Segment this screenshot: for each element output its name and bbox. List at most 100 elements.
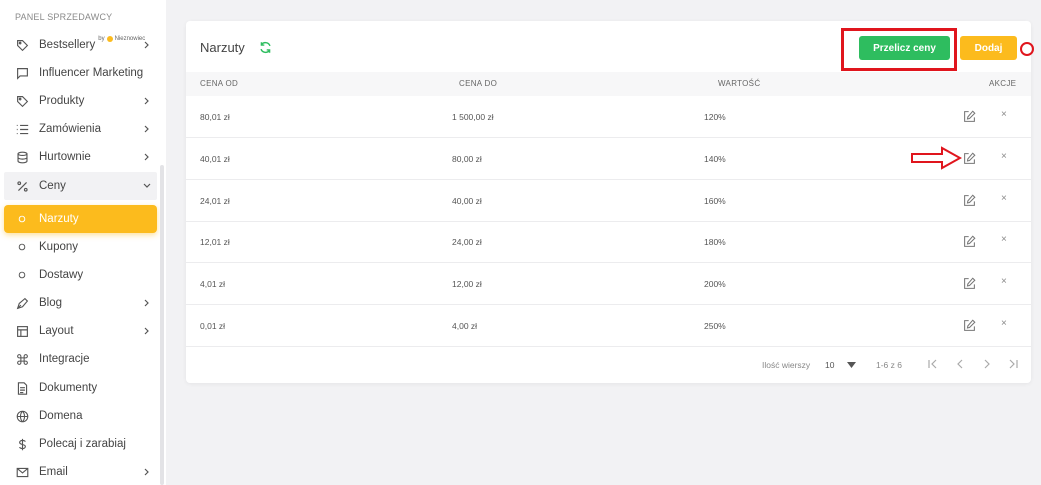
page-title: Narzuty	[200, 40, 245, 55]
column-header-price-to[interactable]: CENA DO	[459, 79, 498, 88]
price-from-cell: 40,01 zł	[200, 154, 230, 164]
sidebar: PANEL SPRZEDAWCY Bestsellery by Nieznowie…	[0, 0, 166, 485]
sidebar-item-hurtownie[interactable]: Hurtownie	[4, 143, 157, 171]
refresh-icon[interactable]	[259, 41, 272, 54]
sidebar-scrollbar[interactable]	[160, 165, 164, 485]
delete-icon[interactable]: ×	[1001, 151, 1007, 162]
sidebar-item-label: Domena	[39, 410, 83, 422]
value-cell: 200%	[704, 279, 726, 289]
circle-icon	[15, 240, 29, 254]
table-row: 24,01 zł 40,00 zł 160% ×	[186, 180, 1031, 222]
edit-icon[interactable]	[963, 319, 976, 332]
sidebar-item-label: Polecaj i zarabiaj	[39, 438, 126, 450]
list-icon	[15, 122, 29, 136]
value-cell: 180%	[704, 237, 726, 247]
edit-icon[interactable]	[963, 277, 976, 290]
price-from-cell: 80,01 zł	[200, 112, 230, 122]
sidebar-item-bestsellery[interactable]: Bestsellery by Nieznowiec	[4, 31, 157, 59]
sidebar-item-integracje[interactable]: Integracje	[4, 345, 157, 373]
sidebar-item-polecaj-i-zarabiaj[interactable]: Polecaj i zarabiaj	[4, 430, 157, 458]
edit-icon[interactable]	[963, 110, 976, 123]
next-page-icon[interactable]	[981, 358, 993, 370]
column-header-actions: AKCJE	[989, 79, 1017, 88]
value-cell: 250%	[704, 321, 726, 331]
sidebar-item-label: Bestsellery	[39, 39, 96, 51]
annotation-arrow-icon	[911, 146, 962, 170]
value-cell: 140%	[704, 154, 726, 164]
add-button[interactable]: Dodaj	[960, 36, 1017, 60]
table-header: CENA OD CENA DO WARTOŚĆ AKCJE	[186, 72, 1031, 96]
sidebar-item-label: Dokumenty	[39, 382, 98, 394]
price-to-cell: 80,00 zł	[452, 154, 482, 164]
chevron-right-icon	[144, 97, 149, 105]
sidebar-item-narzuty[interactable]: Narzuty	[4, 205, 157, 233]
edit-icon[interactable]	[963, 194, 976, 207]
price-to-cell: 1 500,00 zł	[452, 112, 494, 122]
value-cell: 120%	[704, 112, 726, 122]
sidebar-item-email[interactable]: Email	[4, 458, 157, 485]
sidebar-item-label: Zamówienia	[39, 123, 101, 135]
delete-icon[interactable]: ×	[1001, 109, 1007, 120]
price-to-cell: 24,00 zł	[452, 237, 482, 247]
delete-icon[interactable]: ×	[1001, 276, 1007, 287]
circle-icon	[15, 212, 29, 226]
markups-card: Narzuty Przelicz ceny Dodaj CENA OD CENA…	[186, 21, 1034, 383]
sidebar-item-label: Dostawy	[39, 269, 84, 281]
sidebar-item-label: Influencer Marketing	[39, 67, 144, 79]
price-from-cell: 24,01 zł	[200, 196, 230, 206]
sidebar-item-label: Hurtownie	[39, 151, 91, 163]
price-to-cell: 40,00 zł	[452, 196, 482, 206]
rows-per-page-select[interactable]: 10	[825, 360, 835, 370]
chevron-down-icon	[143, 183, 151, 188]
delete-icon[interactable]: ×	[1001, 234, 1007, 245]
dollar-icon	[15, 437, 29, 451]
sidebar-item-dokumenty[interactable]: Dokumenty	[4, 374, 157, 402]
circle-icon	[15, 268, 29, 282]
sidebar-item-label: Narzuty	[39, 213, 79, 225]
delete-icon[interactable]: ×	[1001, 193, 1007, 204]
sidebar-item-zamowienia[interactable]: Zamówienia	[4, 115, 157, 143]
sidebar-item-layout[interactable]: Layout	[4, 317, 157, 345]
edit-icon[interactable]	[963, 235, 976, 248]
sidebar-item-domena[interactable]: Domena	[4, 402, 157, 430]
sidebar-item-influencer-marketing[interactable]: Influencer Marketing	[4, 59, 157, 87]
globe-icon	[15, 409, 29, 423]
table-row: 4,01 zł 12,00 zł 200% ×	[186, 263, 1031, 305]
edit-icon[interactable]	[963, 152, 976, 165]
highlight-box	[841, 28, 957, 71]
sidebar-item-label: Email	[39, 466, 68, 478]
table-row: 12,01 zł 24,00 zł 180% ×	[186, 221, 1031, 263]
column-header-value[interactable]: WARTOŚĆ	[718, 79, 761, 88]
recalculate-prices-button[interactable]: Przelicz ceny	[859, 36, 950, 60]
previous-page-icon[interactable]	[954, 358, 966, 370]
price-from-cell: 12,01 zł	[200, 237, 230, 247]
mail-icon	[15, 465, 29, 479]
page-range: 1-6 z 6	[876, 360, 902, 370]
sidebar-item-label: Ceny	[39, 180, 66, 192]
sidebar-item-ceny[interactable]: Ceny	[4, 172, 157, 200]
sidebar-item-label: Blog	[39, 297, 63, 309]
delete-icon[interactable]: ×	[1001, 318, 1007, 329]
sidebar-item-dostawy[interactable]: Dostawy	[4, 261, 157, 289]
bestseller-by-brand: by Nieznowiec	[98, 36, 146, 42]
price-from-cell: 0,01 zł	[200, 321, 226, 331]
chevron-right-icon	[144, 125, 149, 133]
value-cell: 160%	[704, 196, 726, 206]
column-header-price-from[interactable]: CENA OD	[200, 79, 239, 88]
command-icon	[15, 352, 29, 366]
chat-icon	[15, 66, 29, 80]
sidebar-item-produkty[interactable]: Produkty	[4, 87, 157, 115]
price-to-cell: 12,00 zł	[452, 279, 482, 289]
chevron-right-icon	[144, 468, 149, 476]
sidebar-item-blog[interactable]: Blog	[4, 289, 157, 317]
sidebar-item-kupony[interactable]: Kupony	[4, 233, 157, 261]
table-row: 40,01 zł 80,00 zł 140% ×	[186, 138, 1031, 180]
price-from-cell: 4,01 zł	[200, 279, 226, 289]
last-page-icon[interactable]	[1007, 358, 1019, 370]
table-row: 0,01 zł 4,00 zł 250% ×	[186, 305, 1031, 347]
sidebar-item-label: Kupony	[39, 241, 79, 253]
chevron-right-icon	[144, 327, 149, 335]
caret-down-icon[interactable]	[847, 362, 856, 368]
first-page-icon[interactable]	[927, 358, 939, 370]
layout-icon	[15, 324, 29, 338]
